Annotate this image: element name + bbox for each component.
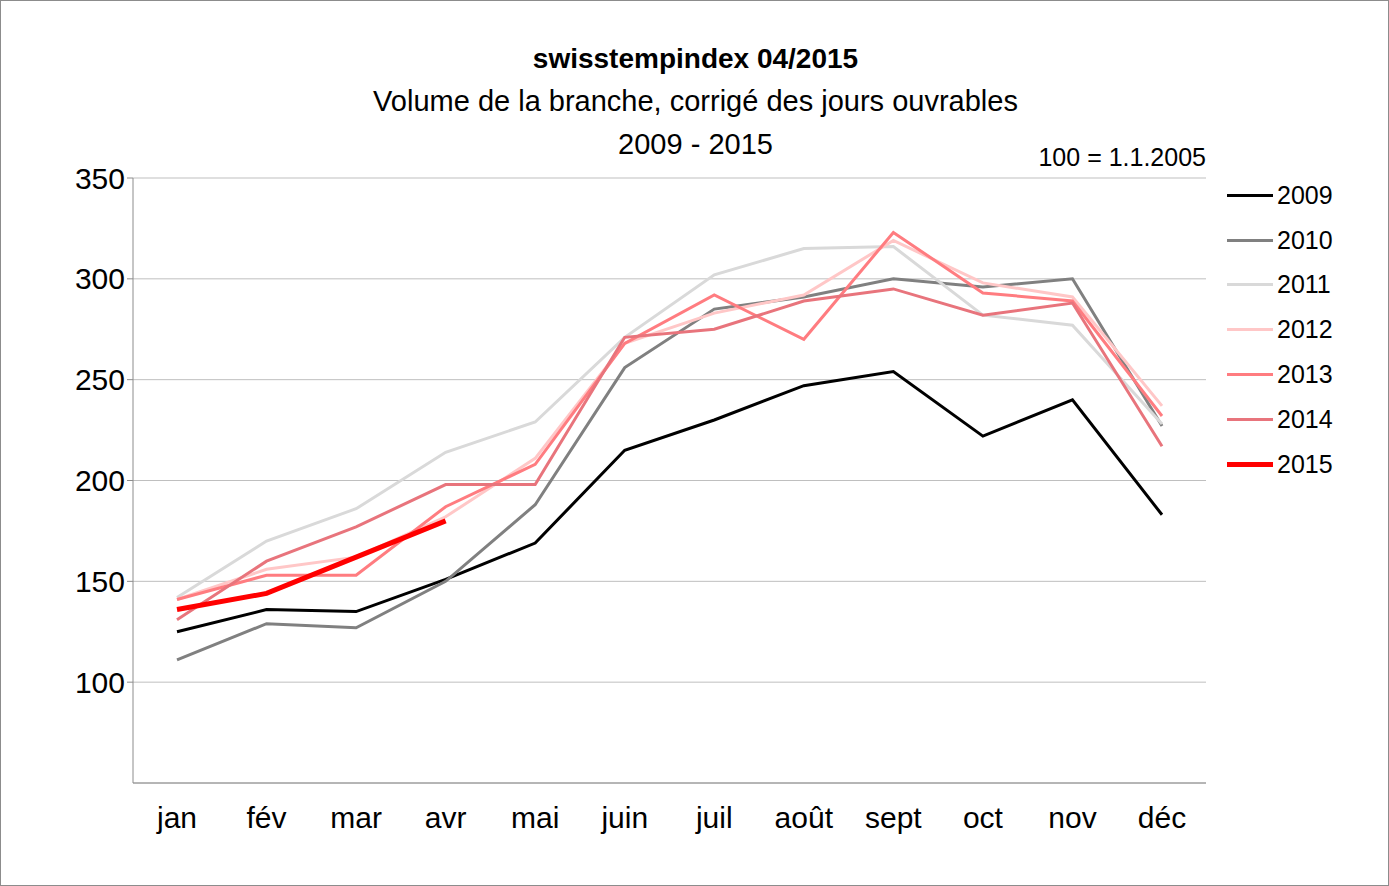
svg-text:août: août: [775, 801, 834, 834]
html-text:Volume de la branche, corrigé: Volume de la branche, corrigé des jours …: [373, 85, 1018, 117]
svg-text:déc: déc: [1138, 801, 1186, 834]
svg-text:mar: mar: [330, 801, 382, 834]
html-text:2013: 2013: [1277, 360, 1333, 389]
svg-text:juil: juil: [695, 801, 733, 834]
html-text:2012: 2012: [1277, 315, 1333, 344]
svg-text:350: 350: [75, 162, 125, 195]
html-text:2010: 2010: [1277, 225, 1333, 254]
svg-text:200: 200: [75, 464, 125, 497]
svg-text:150: 150: [75, 565, 125, 598]
svg-text:100: 100: [75, 666, 125, 699]
html-text:2014: 2014: [1277, 404, 1333, 433]
svg-text:juin: juin: [600, 801, 648, 834]
html-text:100 = 1.1.2005: 100 = 1.1.2005: [1038, 143, 1206, 171]
svg-text:fév: fév: [247, 801, 287, 834]
html-text:swisstempindex 04/2015: swisstempindex 04/2015: [532, 43, 859, 74]
svg-text:mai: mai: [511, 801, 559, 834]
svg-text:sept: sept: [865, 801, 922, 834]
svg-text:jan: jan: [156, 801, 197, 834]
html-text:2011: 2011: [1277, 270, 1331, 299]
html-text:2009 - 2015: 2009 - 2015: [618, 128, 773, 160]
svg-text:250: 250: [75, 363, 125, 396]
svg-text:nov: nov: [1048, 801, 1096, 834]
html-text:2009: 2009: [1277, 180, 1333, 209]
svg-text:oct: oct: [963, 801, 1004, 834]
html-text:2015: 2015: [1277, 449, 1333, 478]
svg-text:300: 300: [75, 262, 125, 295]
svg-text:avr: avr: [425, 801, 467, 834]
